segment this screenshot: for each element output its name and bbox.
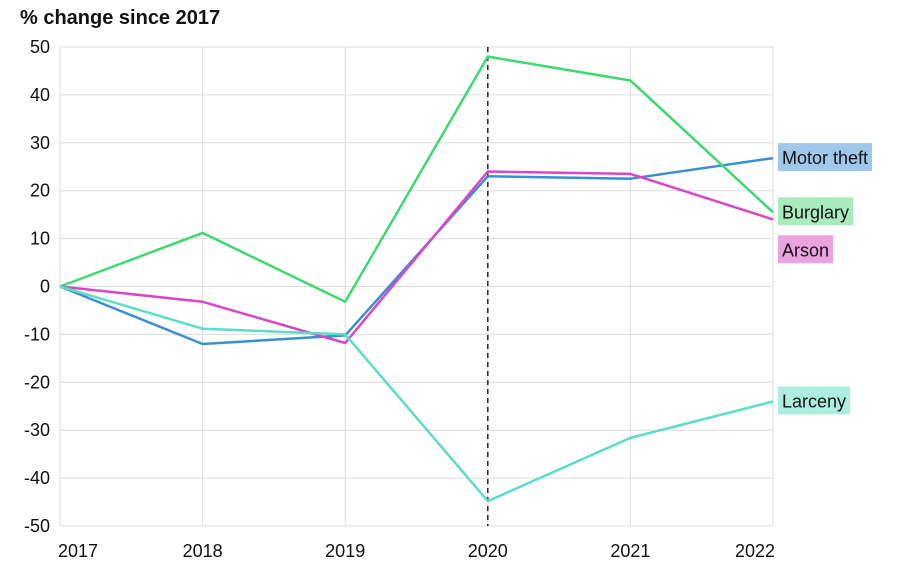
- y-axis-tick-labels: 50 40 30 20 10 0 -10 -20 -30 -40 -50: [24, 37, 50, 536]
- series-label-background: [778, 386, 851, 415]
- x-tick-label: 2021: [610, 541, 650, 561]
- y-tick-label: 10: [30, 229, 50, 249]
- series-label-text: Motor theft: [782, 148, 868, 168]
- series-label-text: Burglary: [782, 202, 849, 222]
- y-tick-label: -20: [24, 372, 50, 392]
- series-label-background: [778, 197, 854, 226]
- y-tick-label: 0: [40, 277, 50, 297]
- series-label-motor-theft: Motor theft: [778, 143, 873, 172]
- series-label-larceny: Larceny: [778, 386, 851, 415]
- series-line-larceny: [59, 285, 774, 503]
- series-label-text: Arson: [782, 240, 829, 260]
- y-tick-label: -40: [24, 468, 50, 488]
- x-axis-tick-labels: 2017 2018 2019 2020 2021 2022: [58, 541, 775, 561]
- series-label-background: [778, 235, 834, 264]
- x-tick-label: 2020: [468, 541, 508, 561]
- y-gridlines: [60, 46, 773, 527]
- y-tick-label: 40: [30, 85, 50, 105]
- x-tick-label: 2022: [735, 541, 775, 561]
- series-labels: Motor theft Burglary Arson Larceny: [778, 143, 873, 415]
- x-tick-label: 2017: [58, 541, 98, 561]
- y-tick-label: 30: [30, 133, 50, 153]
- y-tick-label: 20: [30, 181, 50, 201]
- series-label-text: Larceny: [782, 391, 846, 411]
- y-tick-label: -30: [24, 420, 50, 440]
- series-line-arson: [59, 170, 774, 345]
- series-label-background: [778, 143, 873, 172]
- series-lines: [59, 55, 774, 503]
- series-label-arson: Arson: [778, 235, 834, 264]
- chart-title: % change since 2017: [20, 7, 220, 29]
- y-tick-label: 50: [30, 37, 50, 57]
- x-tick-label: 2018: [183, 541, 223, 561]
- y-tick-label: -10: [24, 324, 50, 344]
- y-tick-label: -50: [24, 516, 50, 536]
- x-tick-label: 2019: [325, 541, 365, 561]
- series-line-burglary: [59, 55, 774, 304]
- series-label-burglary: Burglary: [778, 197, 854, 226]
